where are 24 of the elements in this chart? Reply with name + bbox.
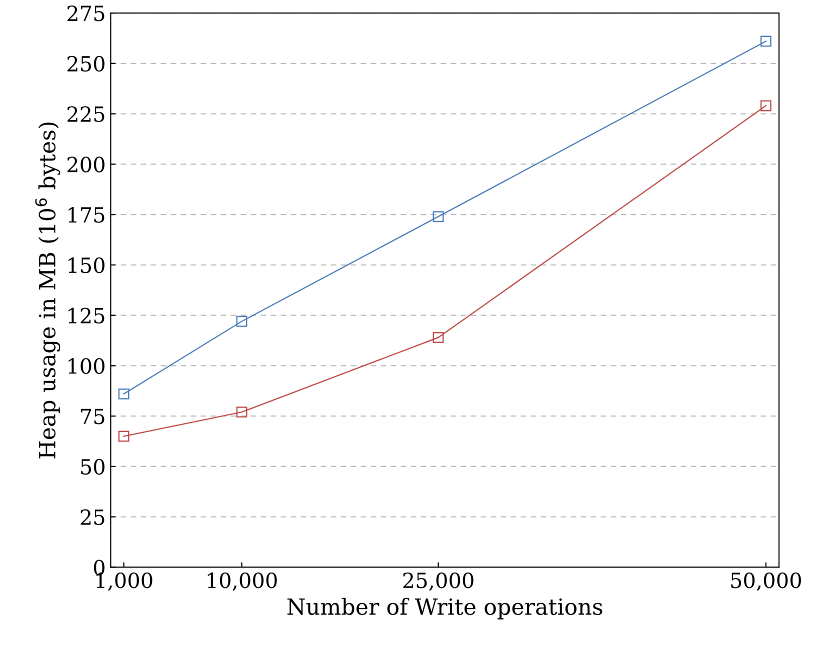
point (236, 406, 248, 418)
point (760, 36, 772, 47)
y-axis-title: Heap usage in MB (10$^{6}$ bytes) (35, 122, 60, 458)
point (432, 211, 444, 222)
x-tick-label: 50,000 (731, 572, 801, 591)
y-tick-label: 175 (68, 207, 104, 223)
point (236, 316, 248, 327)
y-tick-label: 225 (67, 106, 104, 122)
y-tick-label: 275 (67, 5, 104, 22)
y-tick-label: 50 (81, 458, 104, 475)
y-tick-label: 200 (67, 156, 104, 172)
y-tick-label: 150 (68, 257, 104, 274)
y-tick-label: 25 (80, 509, 104, 526)
y-tick-label: 75 (81, 408, 104, 424)
point (118, 430, 130, 442)
x-axis-title: Number of Write operations (287, 598, 602, 620)
y-tick-label: 125 (68, 308, 104, 324)
y-tick-label: 250 (67, 56, 104, 72)
x-tick-label: 25,000 (403, 572, 474, 591)
point (760, 100, 772, 112)
point (118, 388, 130, 400)
x-tick-label: 10,000 (208, 572, 277, 591)
point (432, 332, 444, 343)
y-tick-label: 100 (68, 358, 104, 374)
